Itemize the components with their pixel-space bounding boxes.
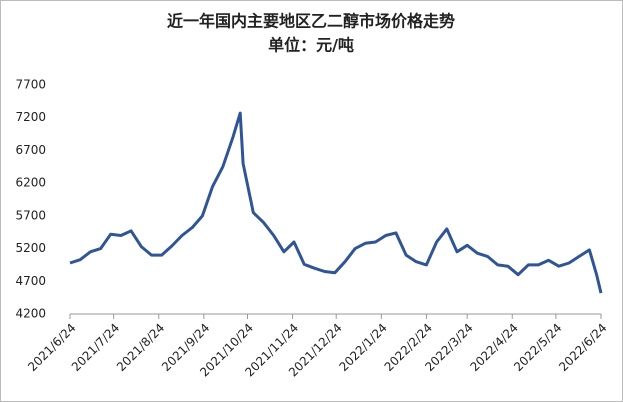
y-tick-label: 6200: [15, 176, 46, 190]
y-tick-label: 7700: [15, 78, 46, 92]
y-tick-label: 6700: [15, 143, 46, 157]
y-tick-label: 7200: [15, 110, 46, 124]
price-line: [69, 111, 603, 294]
chart-subtitle: 单位：元/吨: [268, 36, 354, 55]
y-tick-label: 5700: [15, 208, 46, 222]
chart-title: 近一年国内主要地区乙二醇市场价格走势: [167, 12, 455, 31]
y-tick-label: 4200: [15, 307, 46, 321]
y-tick-label: 4700: [15, 274, 46, 288]
y-tick-label: 5200: [15, 241, 46, 255]
